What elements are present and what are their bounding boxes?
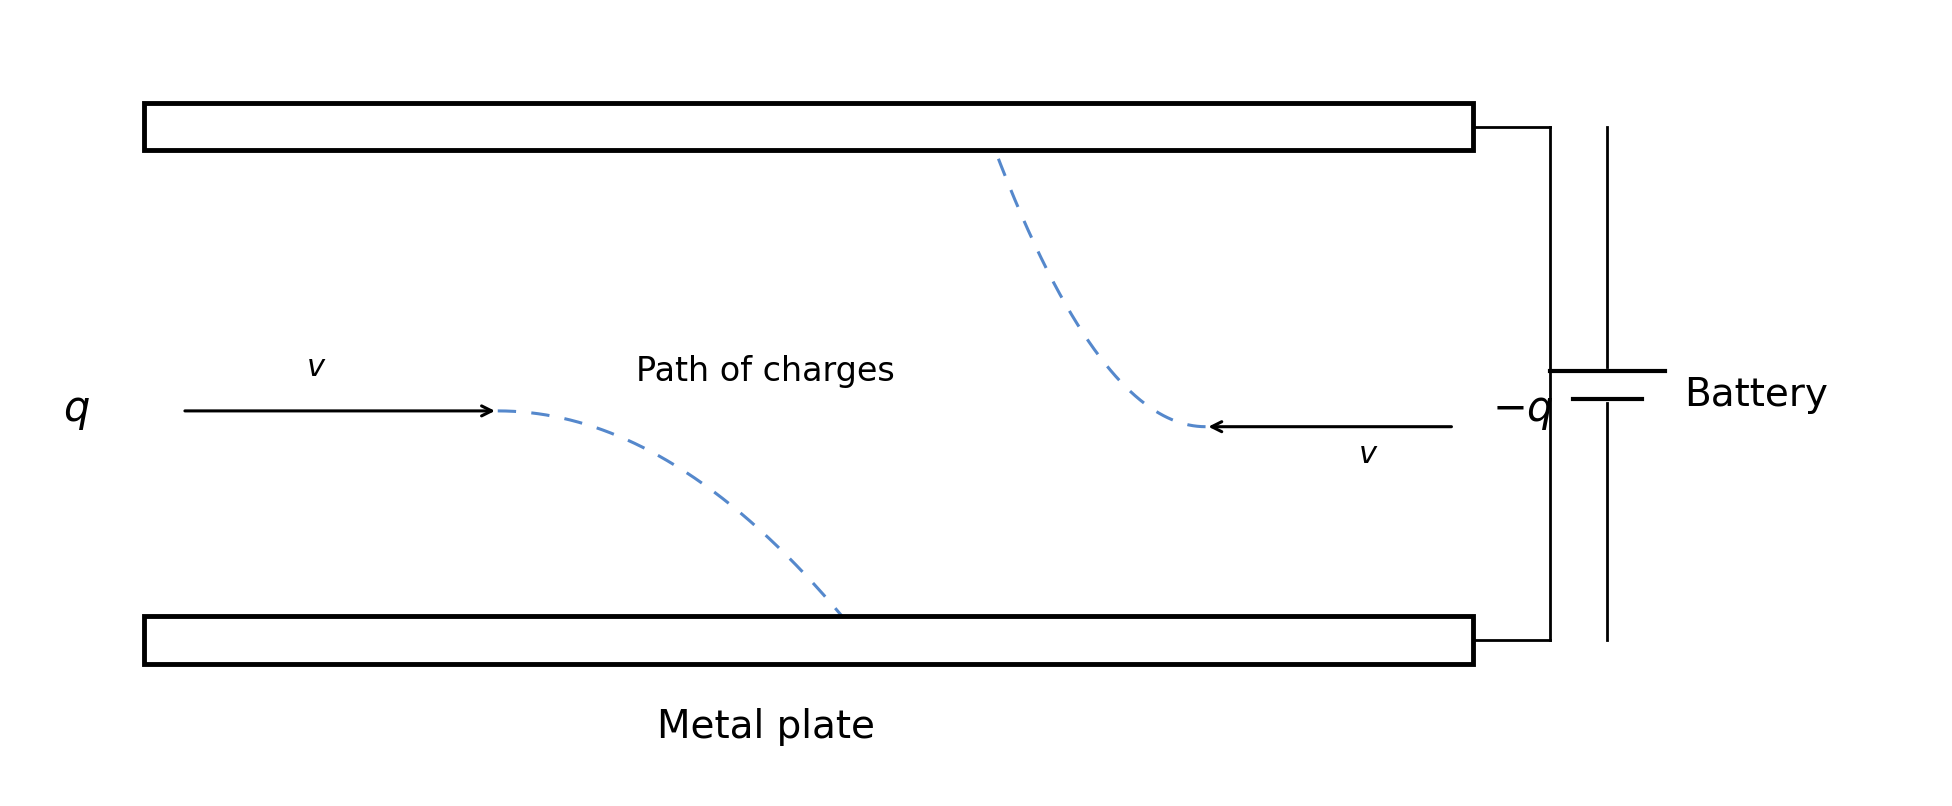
Text: $q$: $q$ [64,390,90,432]
Text: $v$: $v$ [306,352,326,383]
Text: Metal plate: Metal plate [656,708,874,746]
Bar [144,617,1474,663]
Bar [144,103,1474,150]
Text: $-q$: $-q$ [1493,390,1554,432]
Text: Battery: Battery [1685,376,1827,414]
Text: Path of charges: Path of charges [636,355,894,388]
Text: $v$: $v$ [1359,438,1378,470]
